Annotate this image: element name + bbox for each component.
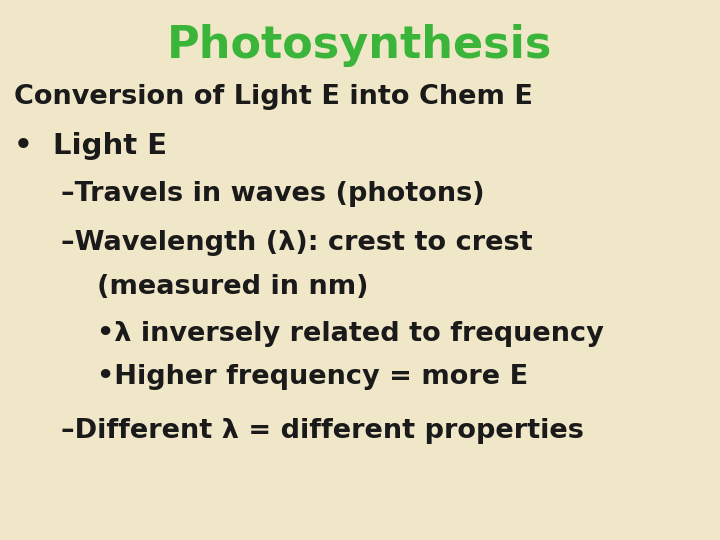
Text: –Different λ = different properties: –Different λ = different properties — [61, 418, 584, 444]
Text: •Higher frequency = more E: •Higher frequency = more E — [97, 364, 528, 390]
Text: (measured in nm): (measured in nm) — [97, 274, 369, 300]
Text: –Wavelength (λ): crest to crest: –Wavelength (λ): crest to crest — [61, 230, 533, 255]
Text: Photosynthesis: Photosynthesis — [167, 24, 553, 68]
Text: Conversion of Light E into Chem E: Conversion of Light E into Chem E — [14, 84, 534, 110]
Text: •  Light E: • Light E — [14, 132, 168, 160]
Text: –Travels in waves (photons): –Travels in waves (photons) — [61, 181, 485, 207]
Text: •λ inversely related to frequency: •λ inversely related to frequency — [97, 321, 604, 347]
